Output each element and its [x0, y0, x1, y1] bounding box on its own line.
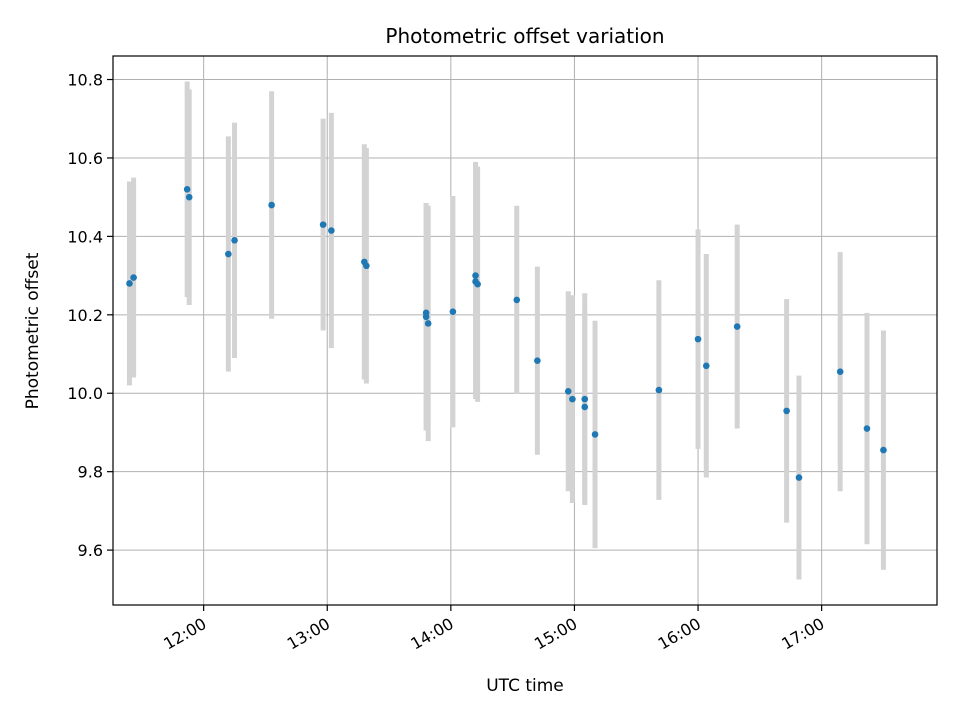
- data-point: [363, 262, 370, 270]
- data-point: [694, 335, 702, 343]
- x-axis-title: UTC time: [486, 676, 564, 696]
- data-point: [581, 403, 589, 411]
- data-point: [702, 362, 710, 370]
- plot-frame: [112, 55, 938, 606]
- data-point: [449, 308, 457, 315]
- y-tick-label: 10.2: [67, 306, 103, 325]
- data-point: [581, 395, 589, 403]
- point-layer: [126, 186, 887, 481]
- data-point: [655, 386, 663, 394]
- data-point: [569, 395, 576, 403]
- y-tick-label: 10.4: [67, 227, 103, 246]
- chart-title: Photometric offset variation: [385, 24, 664, 48]
- data-point: [424, 320, 432, 327]
- y-tick-label: 10.6: [67, 149, 103, 168]
- y-tick-label: 9.6: [78, 541, 103, 560]
- data-point: [783, 407, 790, 415]
- data-point: [591, 431, 599, 438]
- data-point: [863, 425, 871, 432]
- data-point: [795, 474, 803, 481]
- data-point: [836, 368, 844, 375]
- data-point: [328, 227, 335, 234]
- data-point: [268, 201, 275, 209]
- data-point: [422, 313, 430, 321]
- data-point: [126, 280, 133, 287]
- data-point: [534, 357, 541, 364]
- data-point: [733, 323, 741, 330]
- y-tick-label: 9.8: [78, 463, 103, 482]
- y-axis-title: Photometric offset: [23, 252, 43, 409]
- data-point: [564, 387, 572, 395]
- y-axis: 9.6 9.8 10.0 10.2 10.4 10.6 10.8: [67, 71, 113, 560]
- data-point: [474, 280, 481, 288]
- data-point: [472, 272, 479, 279]
- y-tick-label: 10.0: [67, 384, 103, 403]
- data-point: [231, 237, 238, 244]
- data-point: [130, 274, 137, 281]
- y-tick-label: 10.8: [67, 71, 103, 90]
- data-point: [319, 221, 327, 228]
- data-point: [183, 186, 191, 193]
- data-point: [513, 296, 521, 304]
- data-point: [185, 193, 193, 201]
- data-point: [225, 250, 232, 258]
- data-point: [880, 446, 887, 454]
